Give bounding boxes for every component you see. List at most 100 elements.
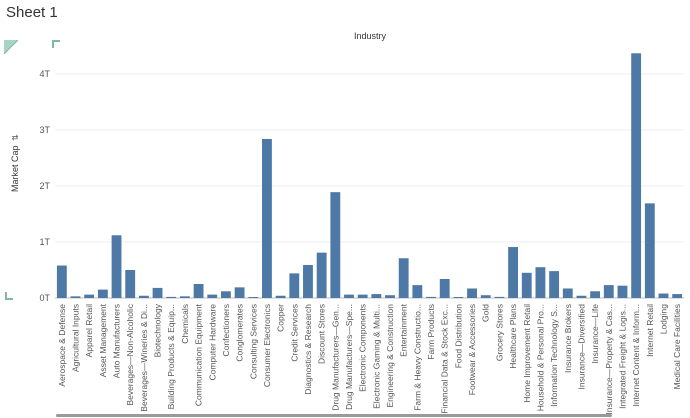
x-tick-label: Apparel Retail [84,304,94,358]
bar[interactable] [672,294,683,298]
bar[interactable] [535,267,546,298]
y-tick-label: 0T [39,293,50,303]
x-tick-label: Electronic Gaming & Multi... [371,304,381,409]
bar[interactable] [617,285,628,298]
x-tick-label: Integrated Freight & Logis... [617,304,627,409]
bar[interactable] [179,296,190,298]
bar[interactable] [453,297,464,298]
x-tick-label: Chemicals [180,304,190,344]
y-tick-label: 3T [39,125,50,135]
bar[interactable] [371,294,382,298]
bar[interactable] [467,288,477,298]
x-tick-label: Diagnostics & Research [303,304,313,395]
y-axis-ticks: 0T 1T 2T 3T 4T [39,69,50,303]
bar[interactable] [207,294,218,298]
x-tick-label: Footwear & Accessories [467,304,477,395]
x-tick-label: Credit Services [289,304,299,362]
bar[interactable] [521,272,532,298]
x-tick-label: Internet Retail [645,304,655,357]
x-tick-label: Financial Data & Stock Exc... [440,304,450,414]
triangle-flag-icon[interactable] [4,40,18,54]
x-tick-label: Gold [481,304,491,322]
bar[interactable] [248,297,259,298]
bar[interactable] [344,294,354,298]
x-tick-label: Lodging [658,304,668,335]
bar[interactable] [412,285,423,298]
bar[interactable] [590,291,601,298]
bar[interactable] [303,264,313,298]
x-tick-label: Drug Manufacturers—Gen... [330,304,340,411]
x-tick-label: Insurance—Diversified [576,304,586,390]
bar[interactable] [439,278,450,298]
x-tick-label: Internet Content & Inform... [631,304,641,407]
bar[interactable] [125,270,136,298]
x-tick-label: Drug Manufacturers—Spe... [344,304,354,410]
view-corner-bottom-left [5,292,13,300]
x-tick-label: Insurance—Life [590,304,600,364]
bar[interactable] [70,296,81,298]
x-tick-label: Beverages—Wineries & Di... [139,304,149,412]
bar[interactable] [426,296,436,298]
x-tick-label: Beverages—Non-Alcoholic [125,303,135,405]
bar[interactable] [398,258,409,298]
x-tick-label: Asset Management [98,303,108,377]
bar[interactable] [644,203,655,298]
x-tick-label: Consulting Services [248,304,258,379]
x-tick-label: Building Products & Equip... [166,304,176,409]
x-tick-label: Aerospace & Defense [57,304,67,387]
y-tick-label: 1T [39,237,50,247]
x-tick-label: Biotechnology [153,303,163,357]
bar[interactable] [562,288,573,298]
x-axis-title: Industry [354,31,387,41]
bar[interactable] [234,287,245,298]
bar[interactable] [576,295,587,298]
x-tick-label: Insurance—Property & Cas... [604,304,614,415]
x-tick-label: Engineering & Construction [385,304,395,408]
bar[interactable] [193,284,204,298]
bar[interactable] [275,295,286,298]
bar[interactable] [221,291,231,298]
x-tick-label: Computer Hardware [207,304,217,381]
y-tick-label: 2T [39,181,50,191]
x-tick-label: Auto Manufacturers [112,304,122,378]
gridlines [55,73,684,299]
bar[interactable] [138,295,149,298]
horizontal-scrollbar[interactable] [56,414,612,417]
bar[interactable] [111,235,122,298]
bar[interactable] [84,294,95,298]
x-tick-label: Insurance Brokers [563,304,573,373]
x-tick-label: Electronic Components [358,304,368,392]
bar[interactable] [166,296,177,298]
bar[interactable] [152,287,163,298]
bar[interactable] [385,295,395,298]
x-tick-label: Discount Stores [317,304,327,364]
bar[interactable] [658,293,669,298]
view-corner-top-left [52,40,60,48]
x-tick-label: Home Improvement Retail [522,304,532,403]
bar[interactable] [262,138,272,298]
bar[interactable] [508,247,518,298]
bar[interactable] [549,271,560,298]
bar[interactable] [357,294,368,298]
x-tick-label: Communication Equipment [194,303,204,406]
bar[interactable] [494,296,505,298]
bar[interactable] [603,285,614,298]
y-tick-label: 4T [39,69,50,79]
x-tick-label: Information Technology S... [549,304,559,407]
bar[interactable] [316,252,327,298]
bar[interactable] [631,53,642,298]
x-tick-label: Grocery Stores [494,304,504,361]
bar[interactable] [480,295,491,298]
x-tick-label: Farm Products [426,304,436,360]
bar[interactable] [330,192,341,298]
x-tick-label: Agricultural Inputs [71,304,81,372]
bar[interactable] [289,273,300,298]
x-tick-label: Household & Personal Pro... [535,304,545,411]
bar[interactable] [56,265,67,298]
x-tick-label: Consumer Electronics [262,304,272,387]
x-tick-label: Medical Care Facilities [672,304,682,390]
bar[interactable] [97,289,108,298]
x-tick-label: Confectioners [221,304,231,356]
x-tick-label: Food Distribution [453,304,463,369]
